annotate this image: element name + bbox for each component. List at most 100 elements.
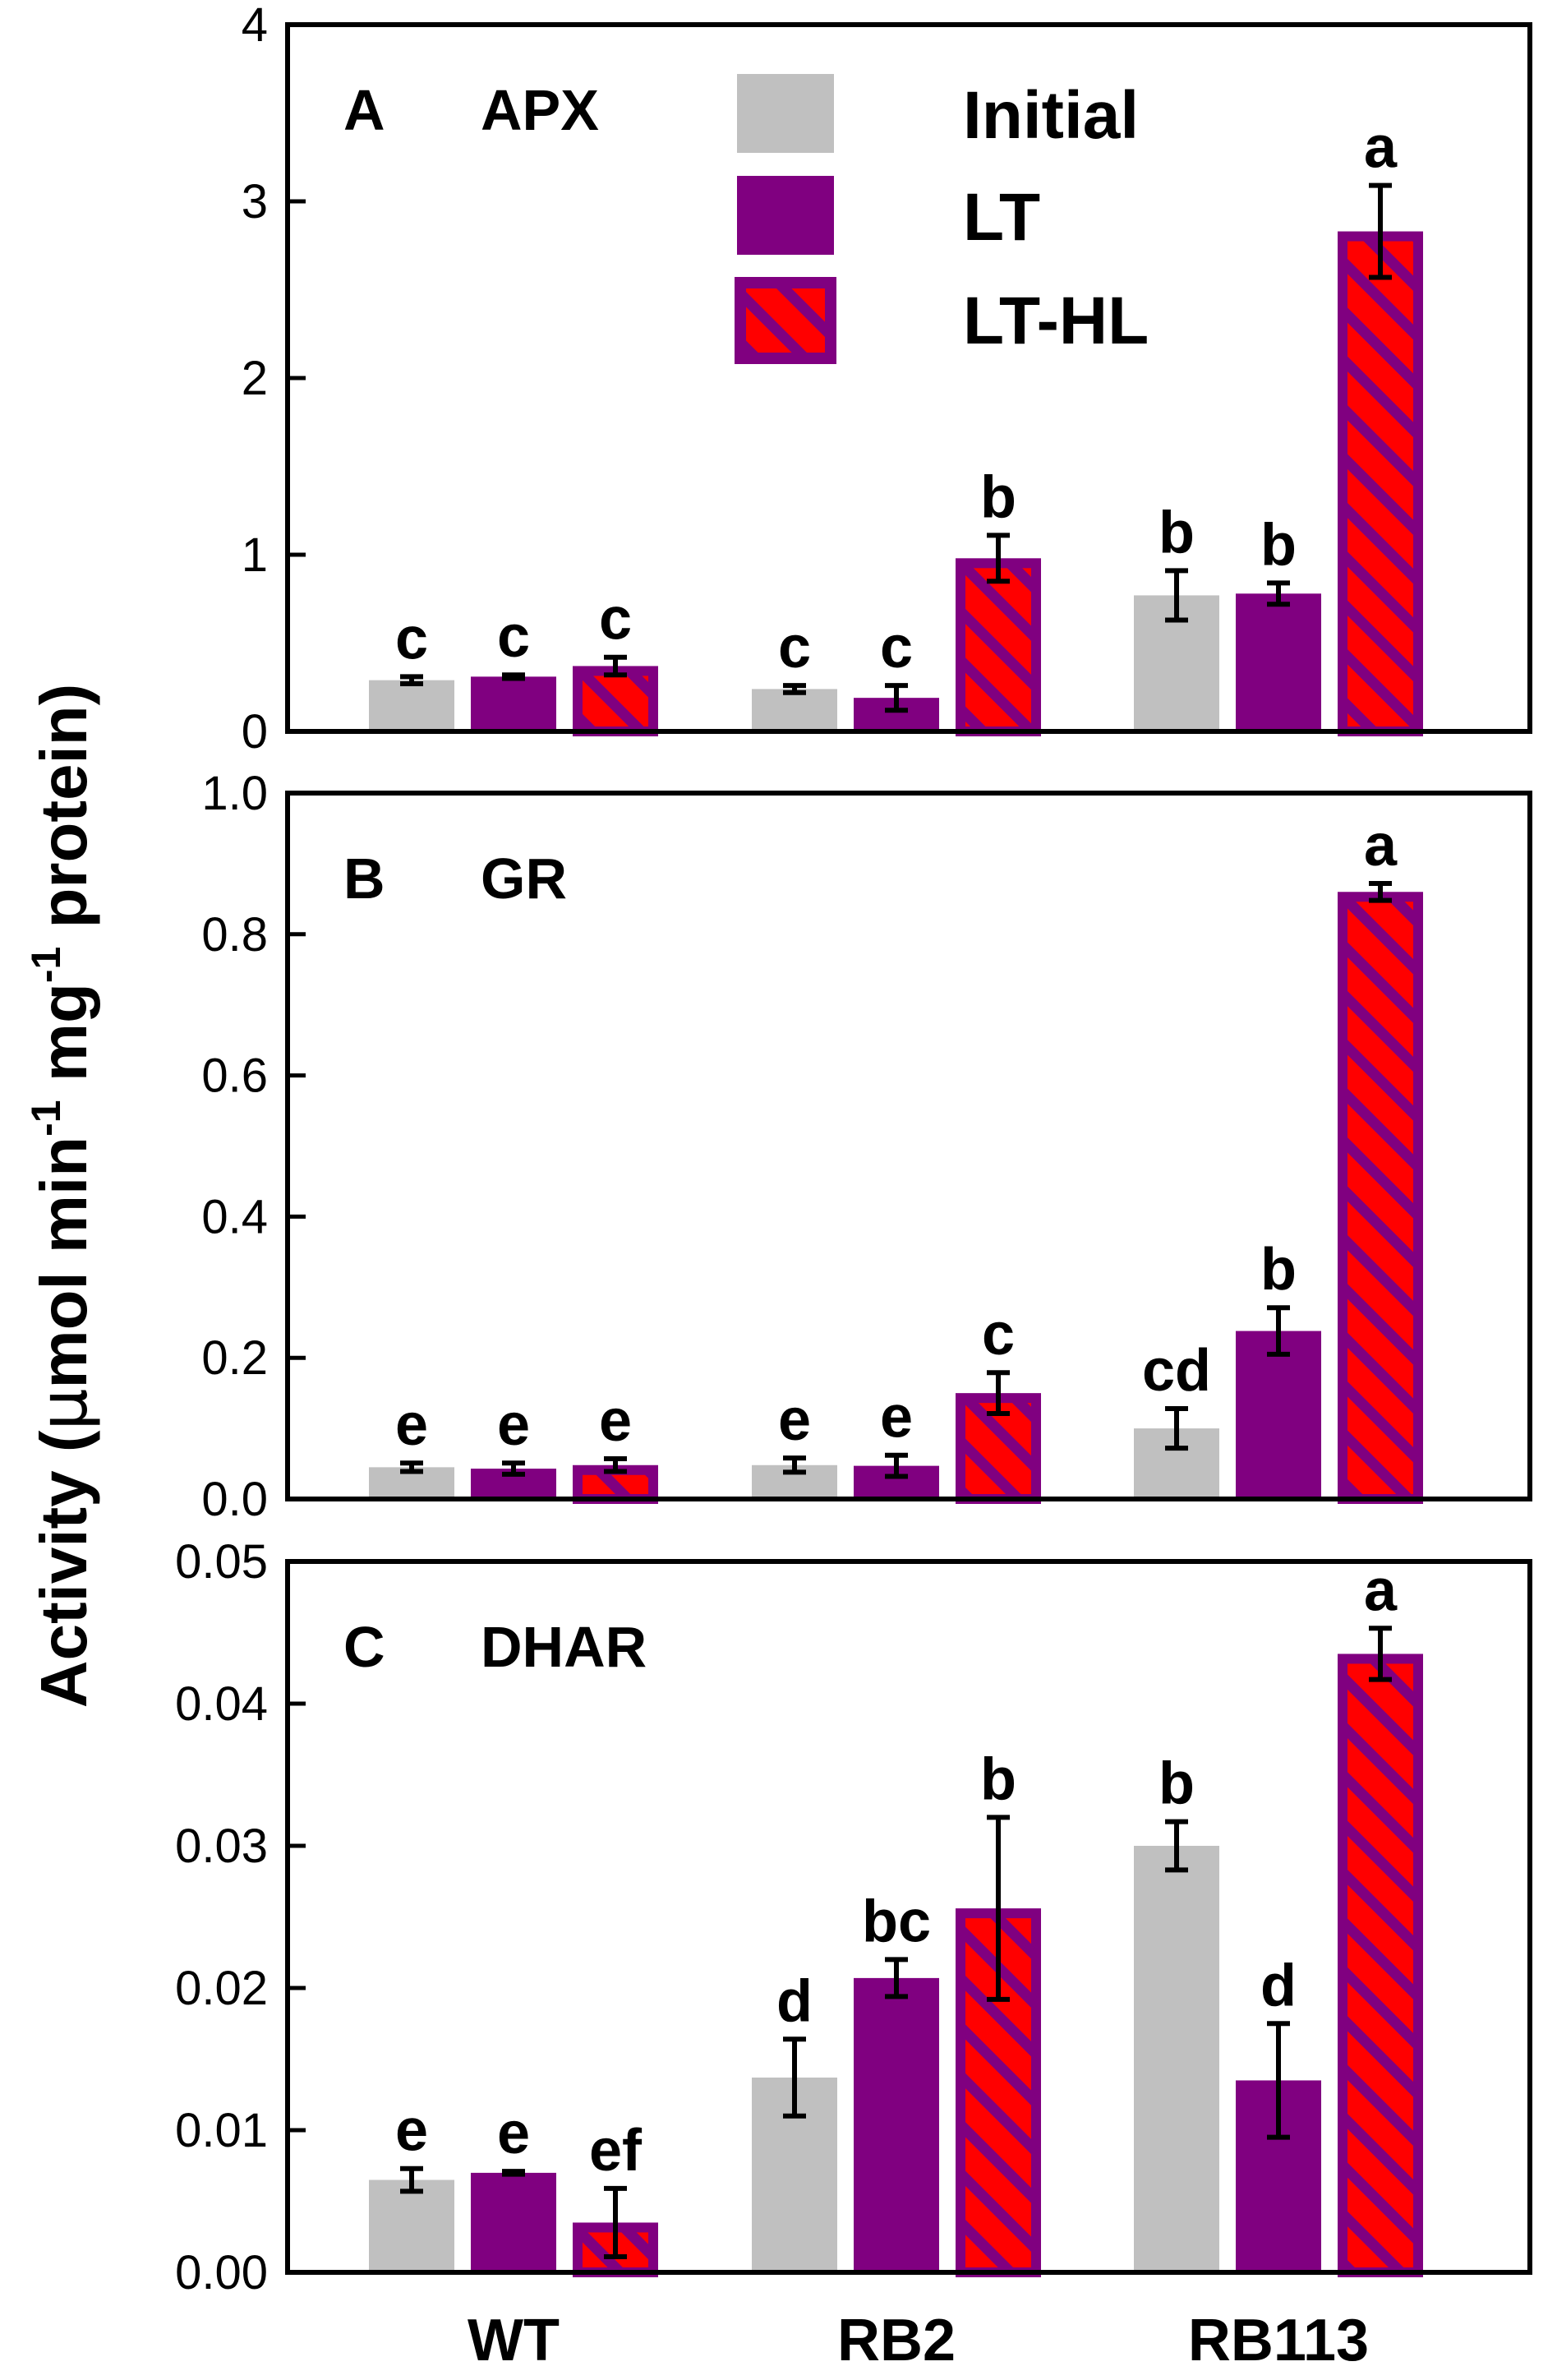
- bar-a-wt-lt: [471, 676, 556, 731]
- significance-label-c-rb113-lt: d: [1260, 1953, 1297, 2018]
- bar-a-rb2-initial: [752, 689, 837, 731]
- bar-b-wt-lthl: [573, 1464, 658, 1504]
- significance-label-b-rb2-lthl: c: [982, 1302, 1015, 1368]
- significance-label-a-rb2-initial: c: [778, 615, 811, 680]
- panel-title: APX: [481, 78, 599, 142]
- error-bar-a-rb2-lt: [885, 683, 908, 713]
- y-tick-label: 0.2: [201, 1331, 268, 1385]
- significance-label-c-rb2-lt: bc: [862, 1889, 931, 1954]
- plot-frame: [285, 1559, 1532, 2275]
- panel-letter: B: [343, 846, 385, 911]
- significance-label-a-rb113-lt: b: [1260, 512, 1297, 578]
- error-bar-c-rb113-lt: [1267, 2021, 1290, 2140]
- plot-frame: [285, 791, 1532, 1501]
- x-category-label-rb113: RB113: [1188, 2308, 1369, 2373]
- error-bar-c-rb2-lt: [885, 1957, 908, 1999]
- significance-label-c-wt-lthl: ef: [589, 2118, 643, 2184]
- significance-label-b-rb113-lt: b: [1260, 1237, 1297, 1303]
- panel-b: e e cd e e b e c a 0.0 0.2 0.4 0.6 0.8 1.0 B GR: [201, 767, 1532, 1526]
- y-axis-label-sup1: -1: [23, 1100, 69, 1136]
- significance-label-c-rb113-lthl: a: [1364, 1557, 1398, 1623]
- y-tick-label: 0.00: [175, 2246, 268, 2299]
- y-tick-label: 2: [242, 352, 268, 405]
- error-bar-c-wt-lthl: [604, 2185, 627, 2259]
- error-bar-a-rb2-initial: [783, 683, 806, 695]
- error-bar-b-rb2-lt: [885, 1452, 908, 1479]
- y-tick-label: 0.02: [175, 1962, 268, 2015]
- significance-label-b-rb113-lthl: a: [1364, 813, 1398, 879]
- y-tick-label: 0.03: [175, 1820, 268, 1873]
- bar-a-wt-initial: [369, 680, 454, 731]
- legend-label-initial: Initial: [963, 78, 1139, 153]
- significance-label-b-rb113-initial: cd: [1142, 1338, 1211, 1404]
- significance-label-c-wt-initial: e: [395, 2098, 428, 2164]
- significance-label-b-wt-lt: e: [497, 1392, 530, 1458]
- error-bar-b-wt-lthl: [604, 1456, 627, 1474]
- significance-label-a-wt-lthl: c: [599, 587, 632, 653]
- legend: Initial LT LT-HL: [735, 74, 1149, 364]
- significance-label-b-wt-initial: e: [395, 1392, 428, 1458]
- bar-b-rb113-lt: [1236, 1331, 1321, 1499]
- legend-swatch-lt: [737, 176, 834, 255]
- y-tick-label: 0.04: [175, 1677, 268, 1731]
- bar-c-rb113-lthl: [1338, 1654, 1423, 2277]
- significance-label-a-rb113-lthl: a: [1364, 115, 1398, 181]
- error-bar-b-rb113-initial: [1165, 1406, 1188, 1451]
- bar-b-rb113-lthl: [1338, 892, 1423, 1504]
- y-tick-label: 1: [242, 528, 268, 582]
- y-tick-label: 3: [242, 175, 268, 228]
- error-bar-a-rb113-lt: [1267, 580, 1290, 607]
- y-axis-label-part2: mg: [27, 983, 100, 1100]
- y-axis-label-part1: mol min: [27, 1137, 100, 1389]
- y-axis-label-prefix: Activity (: [27, 1430, 100, 1708]
- error-bar-b-wt-initial: [400, 1460, 423, 1474]
- y-tick-label: 0.05: [175, 1535, 268, 1589]
- error-bar-c-wt-initial: [400, 2166, 423, 2194]
- error-bar-c-rb2-initial: [783, 2036, 806, 2119]
- y-tick-label: 1.0: [201, 767, 268, 820]
- significance-label-a-wt-lt: c: [497, 604, 530, 670]
- legend-label-lt: LT: [963, 180, 1040, 255]
- bar-a-rb2-lthl: [956, 558, 1041, 736]
- significance-label-a-rb113-initial: b: [1159, 500, 1195, 565]
- error-bar-b-rb2-initial: [783, 1455, 806, 1475]
- bar-c-wt-lt: [471, 2172, 556, 2272]
- error-bar-c-wt-lt: [502, 2169, 525, 2177]
- y-tick-label: 0.01: [175, 2104, 268, 2157]
- error-bar-c-rb113-lthl: [1369, 1626, 1392, 1682]
- y-axis-label-suffix: protein): [27, 684, 100, 947]
- legend-swatch-initial: [737, 74, 834, 153]
- error-bar-b-rb2-lthl: [987, 1370, 1010, 1417]
- y-tick-label: 0.0: [201, 1473, 268, 1526]
- panel-a: c c b c c b c b a 0 1 2 3 4 A APX: [242, 0, 1532, 759]
- panel-letter: C: [343, 1615, 385, 1679]
- y-axis-label-sup2: -1: [23, 947, 69, 983]
- significance-label-c-rb2-lthl: b: [980, 1746, 1016, 1812]
- error-bar-c-rb2-lthl: [987, 1815, 1010, 2002]
- error-bar-b-wt-lt: [502, 1460, 525, 1477]
- y-axis-label-mu: μ: [25, 1389, 102, 1431]
- significance-label-c-rb113-initial: b: [1159, 1751, 1195, 1817]
- error-bar-a-wt-lthl: [604, 654, 627, 678]
- bar-c-rb113-initial: [1134, 1846, 1219, 2272]
- error-bar-a-rb2-lthl: [987, 533, 1010, 584]
- legend-swatch-lthl: [735, 277, 836, 364]
- significance-label-b-wt-lthl: e: [599, 1388, 632, 1454]
- bar-c-wt-initial: [369, 2179, 454, 2272]
- y-tick-label: 0: [242, 705, 268, 759]
- bar-c-rb2-lt: [854, 1977, 939, 2272]
- significance-label-a-rb2-lthl: b: [980, 464, 1016, 530]
- bar-a-rb113-lthl: [1338, 231, 1423, 736]
- significance-label-c-wt-lt: e: [497, 2101, 530, 2166]
- error-bar-c-rb113-initial: [1165, 1819, 1188, 1873]
- panel-title: DHAR: [481, 1615, 647, 1679]
- error-bar-a-wt-lt: [502, 672, 525, 681]
- error-bar-a-rb113-lthl: [1369, 182, 1392, 280]
- y-tick-label: 0.8: [201, 908, 268, 962]
- significance-label-c-rb2-initial: d: [776, 1968, 813, 2034]
- significance-label-b-rb2-initial: e: [778, 1387, 811, 1453]
- panel-letter: A: [343, 78, 385, 142]
